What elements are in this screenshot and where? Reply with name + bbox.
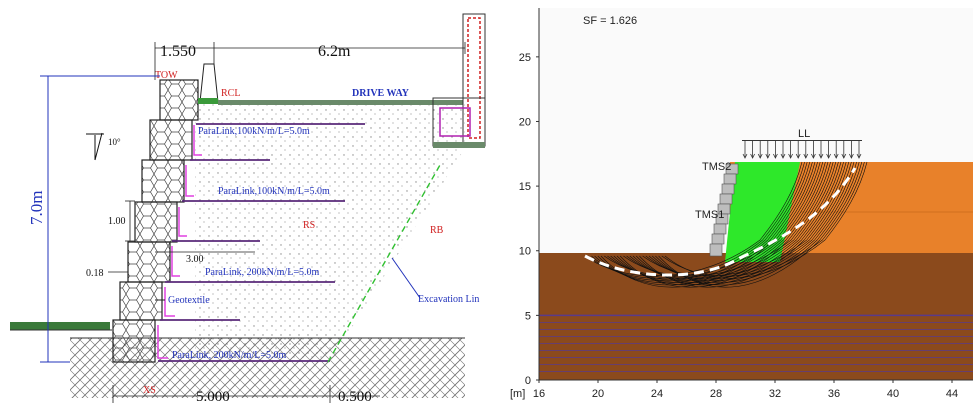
geotextile-brackets (157, 125, 202, 359)
x-tick-label: 36 (828, 388, 840, 400)
x-tick-label: 28 (710, 388, 722, 400)
top-width-label: 1.550 (160, 43, 196, 60)
batter-angle-symbol (86, 132, 104, 161)
rs-label: RS (303, 220, 315, 231)
x-tick-label: 40 (887, 388, 899, 400)
batter-angle-label: 10° (108, 137, 121, 147)
y-tick-label: 25 (519, 52, 531, 64)
y-tick-label: 15 (519, 181, 531, 193)
base-dimension (112, 385, 380, 403)
excavation-label: Excavation Lin (418, 294, 479, 305)
geotextile-label: Geotextile (168, 295, 210, 306)
embed-width-label: 3.00 (186, 254, 204, 265)
y-tick-label: 0 (525, 375, 531, 387)
base-extension-label: 0.500 (338, 389, 372, 403)
wall-section-diagram: ParaLink,100kN/m/L=5.0m ParaLink,100kN/m… (0, 0, 490, 405)
facing-blocks (112, 79, 199, 363)
rb-label: RB (430, 225, 444, 236)
y-axis-ticks: 0 5 10 15 20 25 (519, 52, 539, 387)
x-tick-label: 16 (533, 388, 545, 400)
critical-slip-surface (584, 167, 857, 277)
x-tick-label: 20 (592, 388, 604, 400)
toe-ground (10, 322, 110, 330)
reinforcement-label-3: ParaLink, 200kN/m/L=5.0m (205, 267, 319, 278)
x-tick-label: 44 (946, 388, 958, 400)
x-axis-ticks: 162024283236404448 (533, 380, 958, 400)
setback-label: 0.18 (86, 268, 104, 279)
reinforcement-label-2: ParaLink,100kN/m/L=5.0m (218, 186, 330, 197)
building-structure (432, 13, 486, 148)
reinforcement-lines (158, 123, 365, 362)
y-tick-label: 5 (525, 310, 531, 322)
backfill-region (195, 102, 465, 362)
layer-lines (539, 211, 973, 372)
tms1-label: TMS1 (695, 209, 724, 221)
ll-label: LL (798, 128, 810, 140)
reinforcement-label-4: ParaLink, 200kN/m/L=5.0m (172, 350, 286, 361)
tms2-label: TMS2 (702, 161, 731, 173)
tow-label: TOW (155, 70, 178, 81)
y-tick-label: 10 (519, 246, 531, 258)
driveway-surface (218, 100, 463, 105)
reinforcement-label-1: ParaLink,100kN/m/L=5.0m (198, 126, 310, 137)
rcl-label: RCL (221, 88, 240, 99)
spacing-label: 1.00 (108, 216, 126, 227)
brown-soil-layer (539, 253, 973, 380)
sf-label: SF = 1.626 (583, 15, 637, 27)
reinforced-zone (725, 162, 800, 262)
y-tick-label: 20 (519, 116, 531, 128)
wall-section-svg: ParaLink,100kN/m/L=5.0m ParaLink,100kN/m… (10, 13, 486, 405)
facing-blocks-model (709, 163, 739, 257)
top-dimension (154, 42, 466, 80)
driveway-label: DRIVE WAY (352, 88, 410, 99)
base-width-label: 5.000 (196, 389, 230, 403)
height-dimension (40, 75, 160, 363)
height-label: 7.0m (27, 191, 46, 225)
x-tick-label: 24 (651, 388, 663, 400)
line-load-arrows (742, 141, 862, 159)
xs-label: XS (143, 385, 156, 396)
parapet (199, 63, 219, 103)
top-span-label: 6.2m (318, 43, 351, 60)
x-tick-label: 32 (769, 388, 781, 400)
excavation-line (327, 164, 441, 363)
x-unit-label: [m] (510, 388, 525, 400)
